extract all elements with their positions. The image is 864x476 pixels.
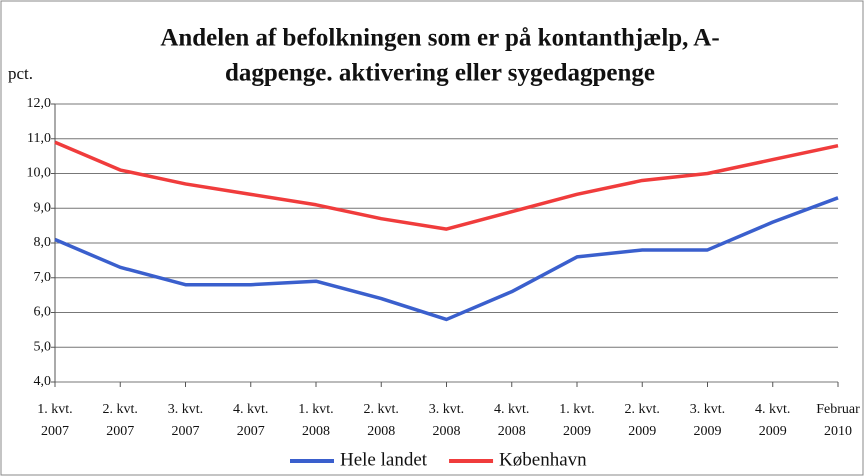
- y-tick-label: 10,0: [27, 166, 52, 181]
- legend-label: København: [499, 449, 587, 470]
- y-tick-label: 5,0: [34, 339, 52, 354]
- x-tick-label: 2007: [172, 424, 200, 439]
- x-tick-label: Februar: [816, 402, 860, 417]
- y-tick-label: 6,0: [34, 305, 52, 320]
- y-tick-label: 7,0: [34, 270, 52, 285]
- x-tick-label: 2. kvt.: [364, 402, 399, 417]
- x-tick-label: 3. kvt.: [168, 402, 203, 417]
- x-tick-label: 2007: [106, 424, 134, 439]
- x-tick-label: 2008: [433, 424, 461, 439]
- x-tick-label: 2010: [824, 424, 852, 439]
- x-tick-label: 3. kvt.: [690, 402, 725, 417]
- x-tick-label: 2009: [694, 424, 722, 439]
- y-tick-label: 11,0: [27, 131, 51, 146]
- x-tick-label: 2008: [498, 424, 526, 439]
- y-tick-label: 9,0: [34, 200, 52, 215]
- x-tick-label: 1. kvt.: [559, 402, 594, 417]
- x-tick-label: 2008: [367, 424, 395, 439]
- chart-title: dagpenge. aktivering eller sygedagpenge: [225, 60, 655, 87]
- x-tick-label: 2. kvt.: [103, 402, 138, 417]
- x-tick-label: 2009: [563, 424, 591, 439]
- y-axis-label: pct.: [8, 64, 33, 83]
- line: [54, 196, 839, 322]
- y-tick-label: 4,0: [34, 374, 52, 389]
- x-tick-label: 3. kvt.: [429, 402, 464, 417]
- x-tick-label: 4. kvt.: [755, 402, 790, 417]
- x-tick-label: 1. kvt.: [298, 402, 333, 417]
- legend-label: Hele landet: [340, 449, 428, 470]
- line: [54, 140, 839, 231]
- x-tick-label: 1. kvt.: [37, 402, 72, 417]
- x-tick-label: 2009: [759, 424, 787, 439]
- chart-title: Andelen af befolkningen som er på kontan…: [160, 25, 719, 52]
- x-tick-label: 2007: [41, 424, 69, 439]
- y-tick-label: 8,0: [34, 235, 52, 250]
- x-tick-label: 2007: [237, 424, 265, 439]
- y-tick-label: 12,0: [27, 96, 52, 111]
- x-tick-label: 2. kvt.: [625, 402, 660, 417]
- x-tick-label: 4. kvt.: [233, 402, 268, 417]
- x-tick-label: 4. kvt.: [494, 402, 529, 417]
- x-tick-label: 2008: [302, 424, 330, 439]
- x-tick-label: 2009: [628, 424, 656, 439]
